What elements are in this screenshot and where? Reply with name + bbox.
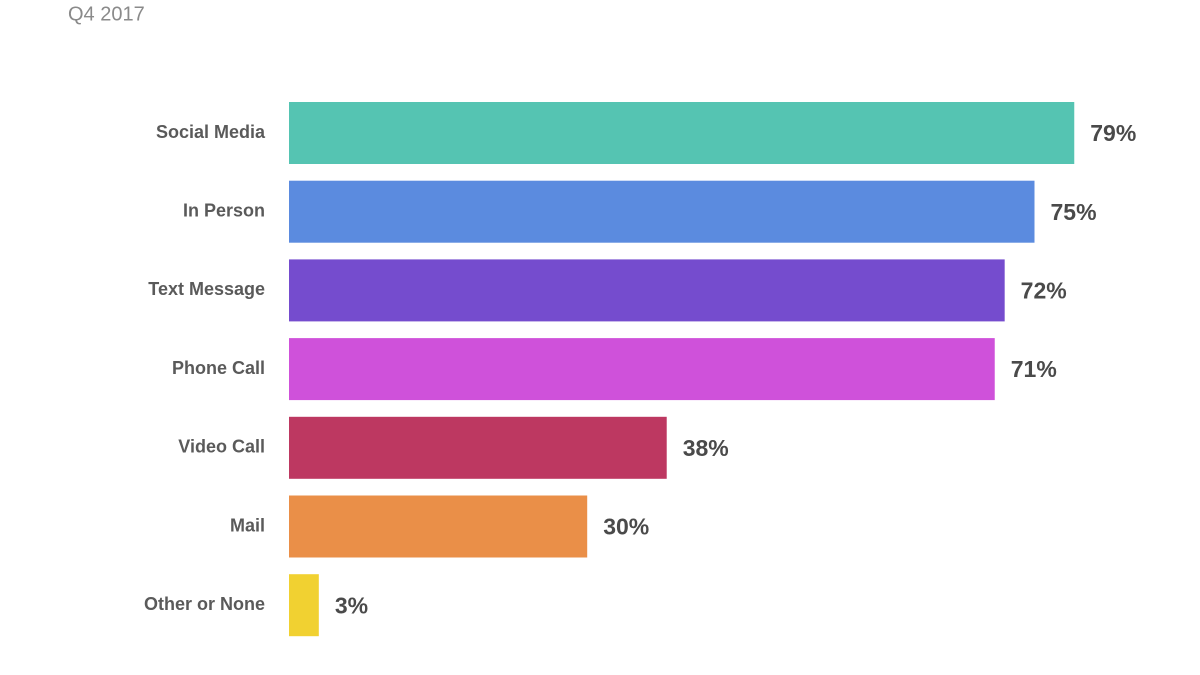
value-label: 72% [1021, 277, 1067, 303]
category-label: In Person [183, 200, 265, 220]
value-label: 75% [1051, 199, 1097, 225]
category-label: Video Call [178, 437, 265, 457]
value-label: 79% [1090, 120, 1136, 146]
value-label: 30% [603, 514, 649, 540]
bar [289, 416, 667, 479]
bar [289, 574, 319, 637]
value-label: 38% [683, 435, 729, 461]
category-label: Phone Call [172, 358, 265, 378]
bar [289, 495, 588, 558]
category-label: Other or None [144, 594, 265, 614]
bar [289, 259, 1005, 322]
value-label: 71% [1011, 356, 1057, 382]
category-label: Mail [230, 515, 265, 535]
chart-title: Q4 2017 [68, 3, 145, 25]
bar [289, 180, 1035, 243]
bar [289, 338, 995, 401]
bar [289, 102, 1075, 164]
category-label: Text Message [148, 279, 265, 299]
category-label: Social Media [156, 122, 266, 142]
value-label: 3% [335, 592, 368, 618]
